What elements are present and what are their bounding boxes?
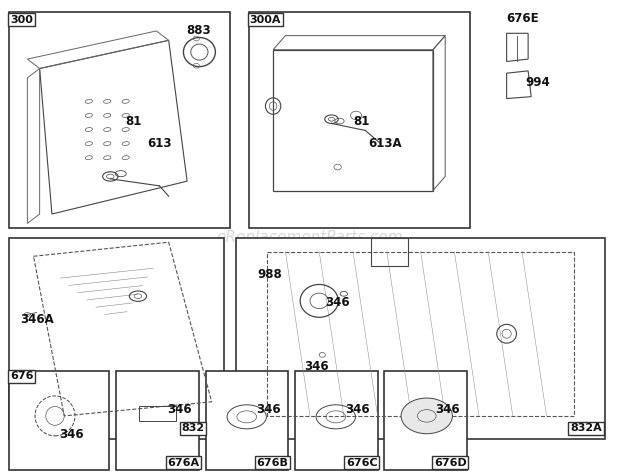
Text: 832A: 832A [570, 423, 602, 433]
Text: 346: 346 [167, 403, 192, 416]
Text: 676D: 676D [434, 457, 467, 467]
Text: 613: 613 [147, 137, 172, 150]
Text: 994: 994 [525, 76, 550, 88]
Text: eReplacementParts.com: eReplacementParts.com [216, 230, 404, 245]
Text: 81: 81 [126, 115, 142, 128]
Bar [236, 238, 605, 439]
Text: 346A: 346A [20, 313, 54, 325]
Bar [206, 371, 288, 470]
Bar [249, 12, 470, 228]
Text: 346: 346 [60, 428, 84, 441]
Bar [294, 371, 378, 470]
Text: 613A: 613A [368, 137, 402, 150]
Bar [9, 238, 224, 439]
Bar [9, 12, 230, 228]
Text: 346: 346 [345, 403, 370, 416]
Bar [117, 371, 200, 470]
Text: 300A: 300A [250, 15, 281, 25]
Text: 988: 988 [258, 268, 283, 281]
Ellipse shape [401, 398, 453, 434]
Text: 300: 300 [10, 15, 33, 25]
Text: 81: 81 [353, 115, 370, 128]
Bar [371, 238, 409, 266]
Bar [9, 371, 109, 470]
Text: 676B: 676B [257, 457, 288, 467]
Text: 676A: 676A [167, 457, 200, 467]
Text: 832: 832 [181, 423, 205, 433]
Text: 346: 346 [304, 360, 329, 372]
Text: 346: 346 [256, 403, 281, 416]
Bar [384, 371, 467, 470]
Text: 346: 346 [326, 296, 350, 309]
Text: 676C: 676C [346, 457, 378, 467]
Text: 676E: 676E [507, 12, 539, 25]
Text: 346: 346 [435, 403, 459, 416]
Text: 883: 883 [186, 24, 211, 37]
Text: 676: 676 [10, 371, 33, 381]
